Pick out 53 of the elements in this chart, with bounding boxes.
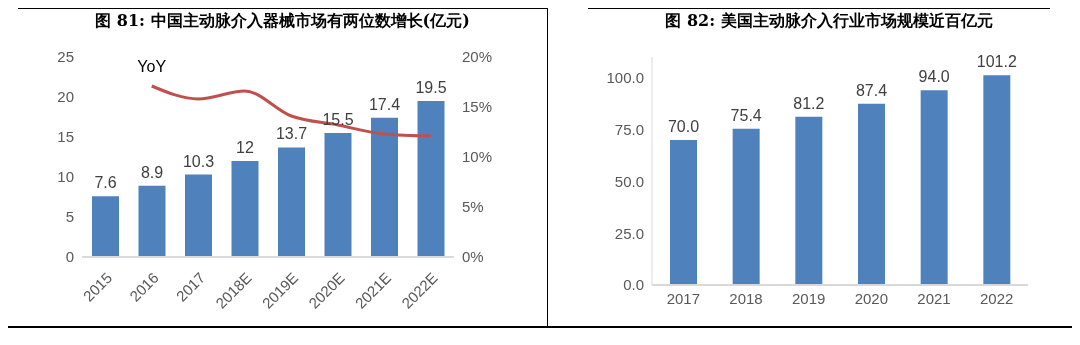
bar [92,196,119,257]
series-label: YoY [137,58,167,75]
data-label: 17.4 [368,95,401,113]
bar [670,139,697,285]
bar [417,101,445,257]
bar [231,161,259,257]
y-tick-label: 10 [57,168,74,186]
x-tick-label: 2021 [917,289,951,307]
data-label: 81.2 [793,94,825,112]
x-tick-label: 2019 [791,289,826,307]
bar [983,75,1011,285]
data-label: 94.0 [918,68,950,86]
bar [138,185,166,257]
y2-tick-label: 15% [462,98,493,116]
data-label: 70.0 [667,117,700,135]
data-label: 15.5 [322,111,354,128]
x-tick-label: 2022 [979,289,1014,307]
bar [324,133,352,257]
x-tick-label: 2020 [854,289,889,307]
y-tick-label: 100.0 [606,69,644,87]
bar [371,117,398,257]
bar [858,103,885,285]
data-label: 8.9 [140,163,164,181]
y-tick-label: 25 [57,48,74,66]
x-tick-label: 2017 [666,289,701,307]
y-tick-label: 15 [57,128,74,146]
data-label: 12 [236,139,254,156]
data-label: 101.2 [976,53,1017,71]
y2-tick-label: 10% [462,148,493,166]
bar [185,174,212,257]
y-tick-label: 50.0 [614,172,644,190]
bar [795,116,823,285]
x-tick-label: 2018 [729,289,763,307]
bar [732,128,760,285]
y-tick-label: 20 [57,88,74,106]
data-label: 13.7 [275,125,308,143]
chart-title: 图 81: 中国主动脉介入器械市场有两位数增长(亿元) [94,10,471,32]
data-label: 19.5 [415,79,447,96]
bar [920,90,948,285]
data-label: 87.4 [855,81,888,99]
y-tick-label: 0 [65,248,74,266]
data-label: 75.4 [730,106,762,124]
y2-tick-label: 0% [462,248,484,266]
data-label: 10.3 [182,152,215,170]
y-tick-label: 0.0 [623,276,644,294]
chart-title: 图 82: 美国主动脉介入行业市场规模近百亿元 [664,10,994,32]
y2-tick-label: 20% [462,48,493,66]
bar [278,147,305,257]
y-tick-label: 75.0 [614,120,644,138]
y2-tick-label: 5% [462,198,484,216]
y-tick-label: 25.0 [614,224,644,242]
data-label: 7.6 [94,174,117,192]
y-tick-label: 5 [65,208,74,226]
